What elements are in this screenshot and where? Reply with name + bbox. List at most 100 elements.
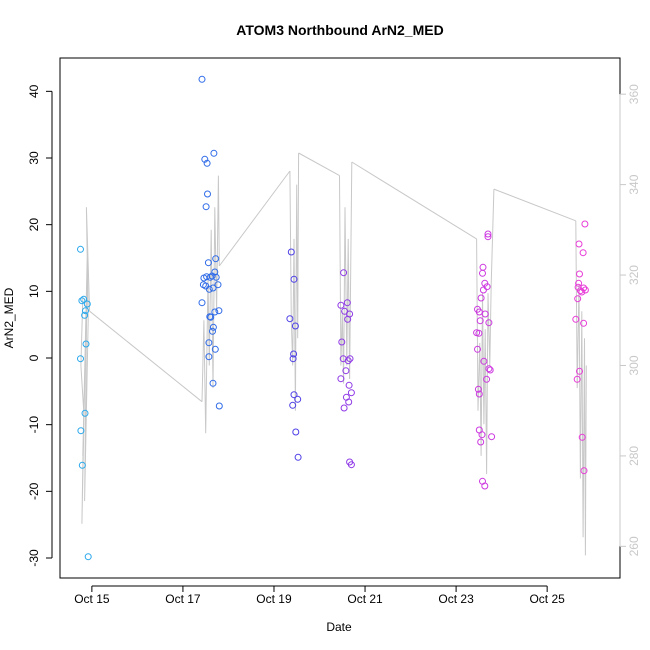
- data-point: [77, 427, 85, 435]
- secondary-line-segment: [80, 207, 91, 524]
- x-axis-label: Date: [326, 620, 352, 634]
- x-tick-label: Oct 23: [438, 592, 474, 606]
- data-point: [198, 299, 206, 307]
- data-point: [477, 438, 485, 446]
- plot-frame: [59, 57, 621, 579]
- y2-tick-label: 260: [627, 536, 641, 556]
- secondary-line-segment: [493, 188, 576, 222]
- data-point: [82, 340, 90, 348]
- y-axis-label: ArN2_MED: [2, 287, 16, 348]
- secondary-line-segment: [351, 161, 477, 240]
- data-point: [473, 329, 481, 337]
- data-point: [478, 431, 486, 439]
- data-point: [209, 327, 216, 335]
- data-point: [474, 345, 481, 353]
- data-point: [344, 357, 352, 365]
- data-point: [78, 461, 86, 469]
- data-point: [578, 433, 586, 441]
- chart-title: ATOM3 Northbound ArN2_MED: [236, 22, 443, 38]
- data-point: [481, 310, 489, 318]
- y-tick-label: 0: [27, 354, 41, 361]
- data-point: [573, 375, 581, 383]
- data-point: [78, 297, 86, 305]
- y2-tick-label: 360: [627, 84, 641, 104]
- data-point: [477, 294, 485, 302]
- data-point: [205, 339, 213, 347]
- data-point: [286, 315, 294, 323]
- y2-tick-label: 340: [627, 174, 641, 194]
- data-point: [209, 379, 217, 387]
- data-point: [289, 355, 297, 363]
- data-point: [81, 409, 89, 417]
- data-point: [479, 263, 487, 271]
- y-tick-label: 40: [27, 84, 41, 98]
- data-point: [80, 295, 88, 303]
- data-point: [208, 272, 216, 280]
- data-point: [287, 248, 295, 256]
- data-point: [574, 295, 582, 303]
- secondary-line-segment: [339, 175, 351, 384]
- x-tick-label: Oct 19: [256, 592, 292, 606]
- data-point: [474, 305, 481, 313]
- data-point: [212, 255, 220, 263]
- data-point: [580, 284, 588, 292]
- data-point: [347, 461, 355, 469]
- data-point: [342, 367, 350, 375]
- data-point: [206, 313, 214, 321]
- data-point: [292, 428, 300, 436]
- data-point: [338, 338, 346, 346]
- data-point: [205, 353, 213, 361]
- data-point: [81, 311, 89, 319]
- data-point: [581, 286, 589, 294]
- data-point: [204, 259, 212, 267]
- data-point: [337, 301, 345, 309]
- data-point: [204, 190, 211, 198]
- y-tick-label: -30: [27, 549, 41, 567]
- data-point: [579, 249, 587, 257]
- data-point: [83, 300, 91, 308]
- data-point: [479, 286, 487, 294]
- data-point: [481, 482, 489, 490]
- data-point: [485, 365, 493, 373]
- data-point: [294, 395, 302, 403]
- data-point: [488, 433, 496, 441]
- data-point: [346, 355, 354, 363]
- data-point: [344, 315, 352, 323]
- data-point: [210, 149, 218, 157]
- data-point: [485, 319, 493, 327]
- data-point: [575, 279, 583, 287]
- data-point: [211, 308, 219, 316]
- data-point: [77, 355, 84, 363]
- data-point: [476, 317, 484, 325]
- data-point: [337, 375, 345, 383]
- y-tick-label: -10: [27, 416, 41, 434]
- secondary-line-layer: [80, 152, 587, 556]
- x-tick-label: Oct 21: [347, 592, 383, 606]
- data-point: [209, 323, 217, 331]
- data-point: [203, 159, 211, 167]
- data-point: [290, 350, 298, 358]
- data-point: [289, 401, 297, 409]
- y-tick-label: 30: [27, 151, 41, 165]
- secondary-line-segment: [89, 310, 203, 403]
- data-point: [340, 404, 348, 412]
- secondary-line-segment: [289, 152, 300, 411]
- data-point: [483, 375, 491, 383]
- secondary-line-segment: [298, 152, 340, 177]
- data-point: [581, 220, 589, 228]
- data-point: [84, 553, 92, 561]
- data-point: [484, 233, 492, 241]
- data-point: [215, 307, 223, 315]
- x-axis: Oct 15 Oct 17 Oct 19 Oct 21 Oct 23 Oct 25: [74, 585, 565, 606]
- data-point: [211, 345, 219, 353]
- data-point: [474, 385, 482, 393]
- data-point: [205, 285, 213, 293]
- y-axis-right: 260 280 300 320 340 360: [619, 84, 641, 556]
- y-tick-label: 10: [27, 284, 41, 298]
- data-point: [291, 322, 299, 330]
- data-point: [212, 273, 220, 281]
- data-point: [484, 230, 492, 238]
- secondary-line-segment: [201, 175, 220, 434]
- data-point: [576, 367, 583, 375]
- data-point: [215, 402, 223, 410]
